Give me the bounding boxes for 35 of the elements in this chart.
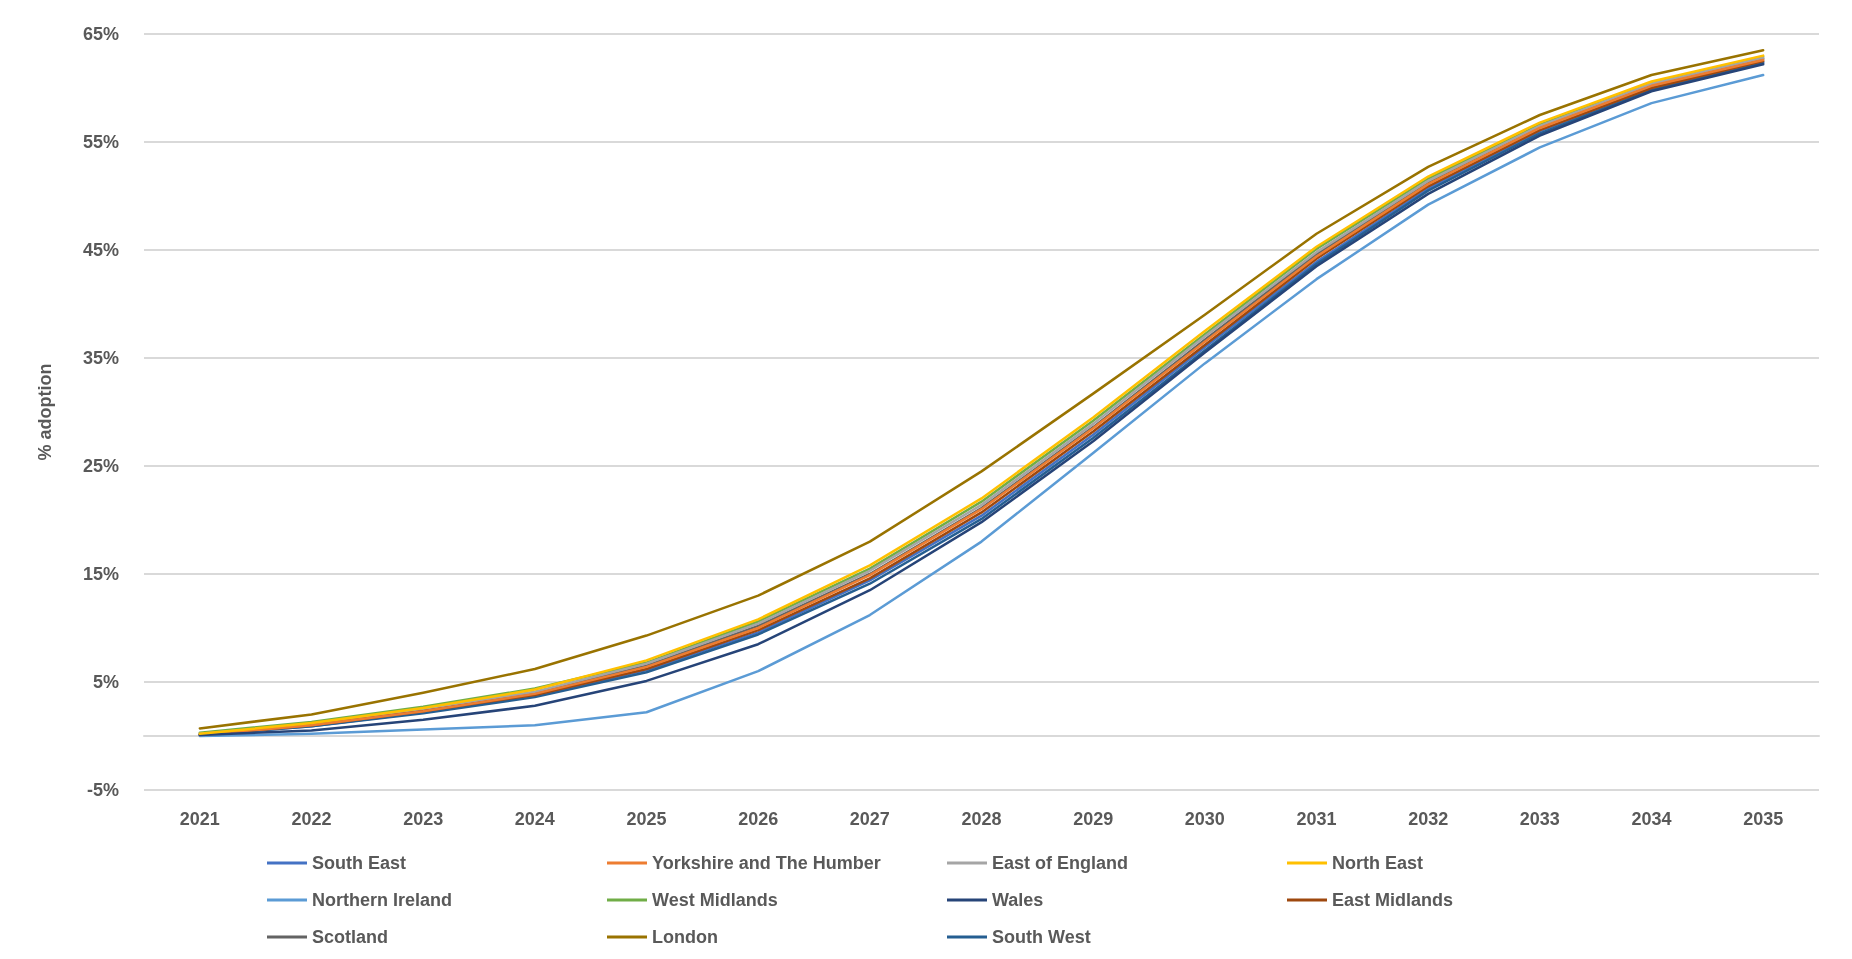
y-axis-title: % adoption [35,363,55,461]
x-tick-label: 2024 [514,809,555,829]
legend-label: West Midlands [652,890,778,910]
legend-label: East Midlands [1332,890,1454,910]
legend-label: South East [312,853,407,873]
x-tick-label: 2026 [738,809,779,829]
x-tick-label: 2035 [1743,809,1784,829]
y-tick-label: 35% [82,348,119,368]
x-tick-label: 2032 [1408,809,1449,829]
legend-label: Scotland [312,927,389,947]
x-tick-label: 2022 [291,809,332,829]
y-tick-label: -5% [86,780,119,800]
y-tick-label: 45% [82,240,119,260]
legend-label: East of England [992,853,1129,873]
x-tick-label: 2034 [1631,809,1672,829]
y-tick-label: 55% [82,132,119,152]
legend-label: North East [1332,853,1424,873]
x-tick-label: 2023 [403,809,444,829]
x-tick-label: 2028 [961,809,1002,829]
legend-label: Northern Ireland [312,890,453,910]
y-tick-label: 25% [82,456,119,476]
legend-label: South West [992,927,1091,947]
legend-label: Wales [992,890,1044,910]
y-tick-label: 15% [82,564,119,584]
legend-label: London [652,927,718,947]
x-tick-label: 2029 [1073,809,1114,829]
x-tick-label: 2033 [1519,809,1560,829]
x-tick-label: 2031 [1296,809,1337,829]
x-tick-label: 2030 [1184,809,1225,829]
x-tick-label: 2021 [179,809,220,829]
x-tick-label: 2025 [626,809,667,829]
y-tick-label: 5% [92,672,119,692]
x-tick-label: 2027 [849,809,890,829]
y-tick-label: 65% [82,24,119,44]
legend-label: Yorkshire and The Humber [652,853,881,873]
